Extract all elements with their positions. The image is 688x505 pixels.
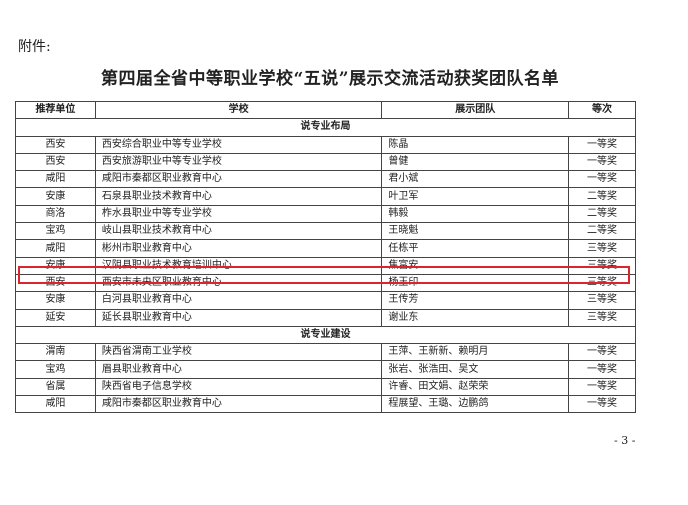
cell-team: 张岩、张浩田、吴文 [381,360,570,379]
cell-school: 石泉县职业技术教育中心 [94,187,383,206]
table-row: 咸阳 咸阳市秦都区职业教育中心 君小斌 一等奖 [15,170,636,189]
cell-school: 汉阴县职业技术教育培训中心 [94,256,383,275]
cell-school: 彬州市职业教育中心 [94,239,383,258]
cell-school: 西安综合职业中等专业学校 [94,135,383,154]
cell-team: 焦富安 [381,256,570,275]
cell-team: 王晓魁 [381,222,570,241]
cell-rank: 二等奖 [568,187,636,206]
cell-rank: 二等奖 [568,204,636,224]
table-row: 西安 西安旅游职业中等专业学校 曾健 一等奖 [15,152,636,172]
cell-rank: 三等奖 [568,308,636,327]
cell-unit: 延安 [15,308,96,327]
table-header-row: 推荐单位 学校 展示团队 等次 [15,100,636,120]
table-row: 安康 石泉县职业技术教育中心 叶卫军 二等奖 [15,187,636,206]
table-row: 宝鸡 眉县职业教育中心 张岩、张浩田、吴文 一等奖 [15,360,636,379]
cell-rank: 三等奖 [568,273,636,293]
cell-school: 西安旅游职业中等专业学校 [94,152,383,172]
cell-unit: 咸阳 [15,239,96,258]
header-unit: 推荐单位 [15,100,96,120]
cell-team: 任栋平 [381,239,570,258]
cell-unit: 安康 [15,256,96,275]
section-row: 说专业布局 [15,118,636,137]
cell-school: 白河县职业教育中心 [94,291,383,310]
table-row: 渭南 陕西省渭南工业学校 王萍、王新新、赖明月 一等奖 [15,343,636,362]
cell-school: 咸阳市秦都区职业教育中心 [94,395,383,414]
header-team: 展示团队 [381,100,570,120]
cell-unit: 西安 [15,135,96,154]
cell-rank: 一等奖 [568,135,636,154]
cell-team: 杨玉印 [381,273,570,293]
header-rank: 等次 [568,100,636,120]
cell-rank: 三等奖 [568,256,636,275]
section-title: 说专业布局 [15,118,636,137]
cell-rank: 一等奖 [568,170,636,189]
cell-unit: 安康 [15,187,96,206]
cell-school: 陕西省电子信息学校 [94,377,383,397]
table-row: 安康 汉阴县职业技术教育培训中心 焦富安 三等奖 [15,256,636,275]
cell-school: 咸阳市秦都区职业教育中心 [94,170,383,189]
cell-school: 柞水县职业中等专业学校 [94,204,383,224]
cell-unit: 商洛 [15,204,96,224]
cell-rank: 一等奖 [568,377,636,397]
cell-team: 许睿、田文娟、赵荣荣 [381,377,570,397]
table-row: 省属 陕西省电子信息学校 许睿、田文娟、赵荣荣 一等奖 [15,377,636,397]
cell-unit: 安康 [15,291,96,310]
table-row: 商洛 柞水县职业中等专业学校 韩毅 二等奖 [15,204,636,224]
cell-team: 韩毅 [381,204,570,224]
cell-unit: 咸阳 [15,395,96,414]
section-row: 说专业建设 [15,325,636,345]
cell-unit: 渭南 [15,343,96,362]
cell-rank: 一等奖 [568,395,636,414]
cell-rank: 一等奖 [568,343,636,362]
cell-team: 王萍、王新新、赖明月 [381,343,570,362]
cell-school: 延长县职业教育中心 [94,308,383,327]
table-row: 咸阳 彬州市职业教育中心 任栋平 三等奖 [15,239,636,258]
cell-team: 君小斌 [381,170,570,189]
table-row: 宝鸡 岐山县职业技术教育中心 王晓魁 二等奖 [15,222,636,241]
cell-rank: 三等奖 [568,291,636,310]
cell-school: 岐山县职业技术教育中心 [94,222,383,241]
cell-team: 程展望、王璐、边鹏鸽 [381,395,570,414]
cell-team: 叶卫军 [381,187,570,206]
cell-unit: 西安 [15,273,96,293]
cell-school: 西安市未央区职业教育中心 [94,273,383,293]
cell-unit: 宝鸡 [15,222,96,241]
cell-unit: 宝鸡 [15,360,96,379]
cell-rank: 二等奖 [568,222,636,241]
cell-team: 王传芳 [381,291,570,310]
attachment-label: 附件: [18,39,51,55]
cell-team: 谢业东 [381,308,570,327]
table-row: 西安 西安市未央区职业教育中心 杨玉印 三等奖 [15,273,636,293]
table-row: 咸阳 咸阳市秦都区职业教育中心 程展望、王璐、边鹏鸽 一等奖 [15,395,636,414]
cell-rank: 一等奖 [568,360,636,379]
cell-unit: 省属 [15,377,96,397]
table-row: 延安 延长县职业教育中心 谢业东 三等奖 [15,308,636,327]
page-title: 第四届全省中等职业学校“五说”展示交流活动获奖团队名单 [100,69,560,89]
cell-unit: 西安 [15,152,96,172]
cell-unit: 咸阳 [15,170,96,189]
section-title: 说专业建设 [15,325,636,345]
header-school: 学校 [94,100,383,120]
cell-rank: 三等奖 [568,239,636,258]
awards-table: 推荐单位 学校 展示团队 等次 说专业布局 西安 西安综合职业中等专业学校 陈晶 一等奖… [15,100,636,414]
page-number: - 3 - [614,434,636,447]
table-row: 安康 白河县职业教育中心 王传芳 三等奖 [15,291,636,310]
cell-team: 曾健 [381,152,570,172]
cell-team: 陈晶 [381,135,570,154]
cell-school: 陕西省渭南工业学校 [94,343,383,362]
cell-school: 眉县职业教育中心 [94,360,383,379]
cell-rank: 一等奖 [568,152,636,172]
table-row: 西安 西安综合职业中等专业学校 陈晶 一等奖 [15,135,636,154]
